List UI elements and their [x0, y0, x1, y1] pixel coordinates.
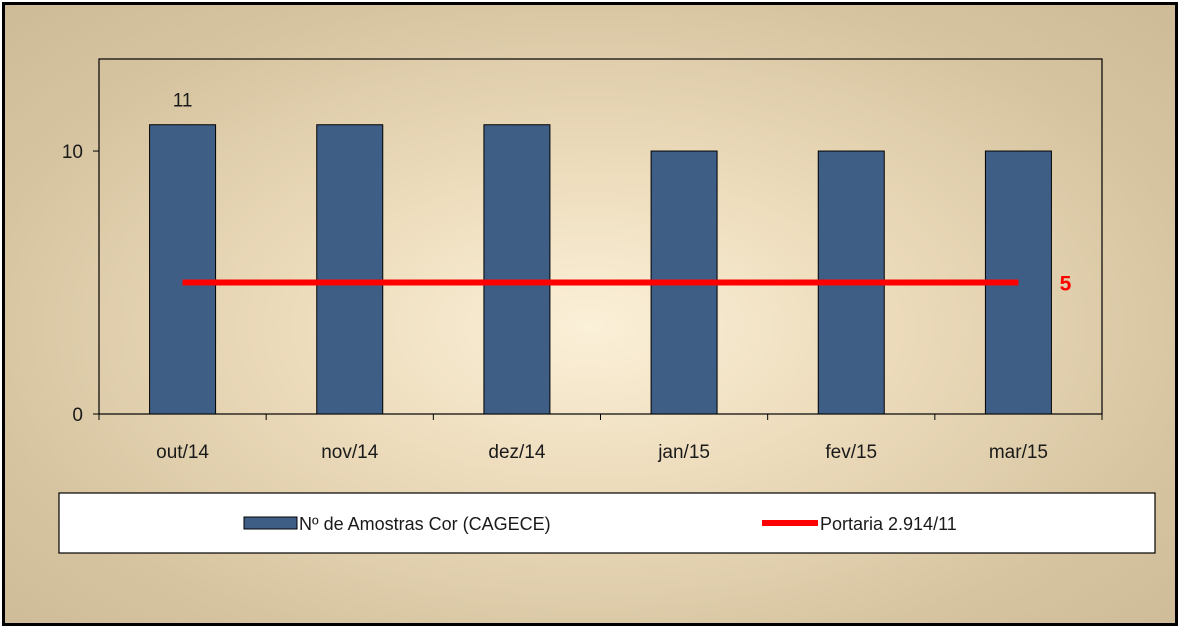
x-tick-label: fev/15 — [825, 442, 877, 463]
x-tick-label: dez/14 — [488, 442, 545, 463]
legend-label-bar: Nº de Amostras Cor (CAGECE) — [299, 514, 551, 534]
bar-data-label: 11 — [173, 91, 193, 112]
bar-out-14 — [149, 124, 217, 415]
x-tick-label: nov/14 — [321, 442, 378, 463]
y-tick-label: 10 — [62, 142, 83, 163]
legend-swatch-bar — [243, 516, 298, 530]
x-tick-label: mar/15 — [989, 442, 1048, 463]
chart-frame: 0 10 out/14 nov/14 dez/14 jan/15 fev/15 mar/15 … — [2, 2, 1178, 626]
legend-box — [58, 492, 1156, 554]
y-tick-label: 0 — [72, 405, 83, 426]
x-tick-label: out/14 — [156, 442, 209, 463]
plot-area — [98, 58, 1103, 415]
legend-label-line: Portaria 2.914/11 — [820, 514, 957, 534]
reference-line-data-label: 5 — [1060, 273, 1072, 296]
bar-dez-14 — [483, 124, 551, 415]
x-tick-label: jan/15 — [657, 442, 710, 463]
bar-nov-14 — [316, 124, 384, 415]
